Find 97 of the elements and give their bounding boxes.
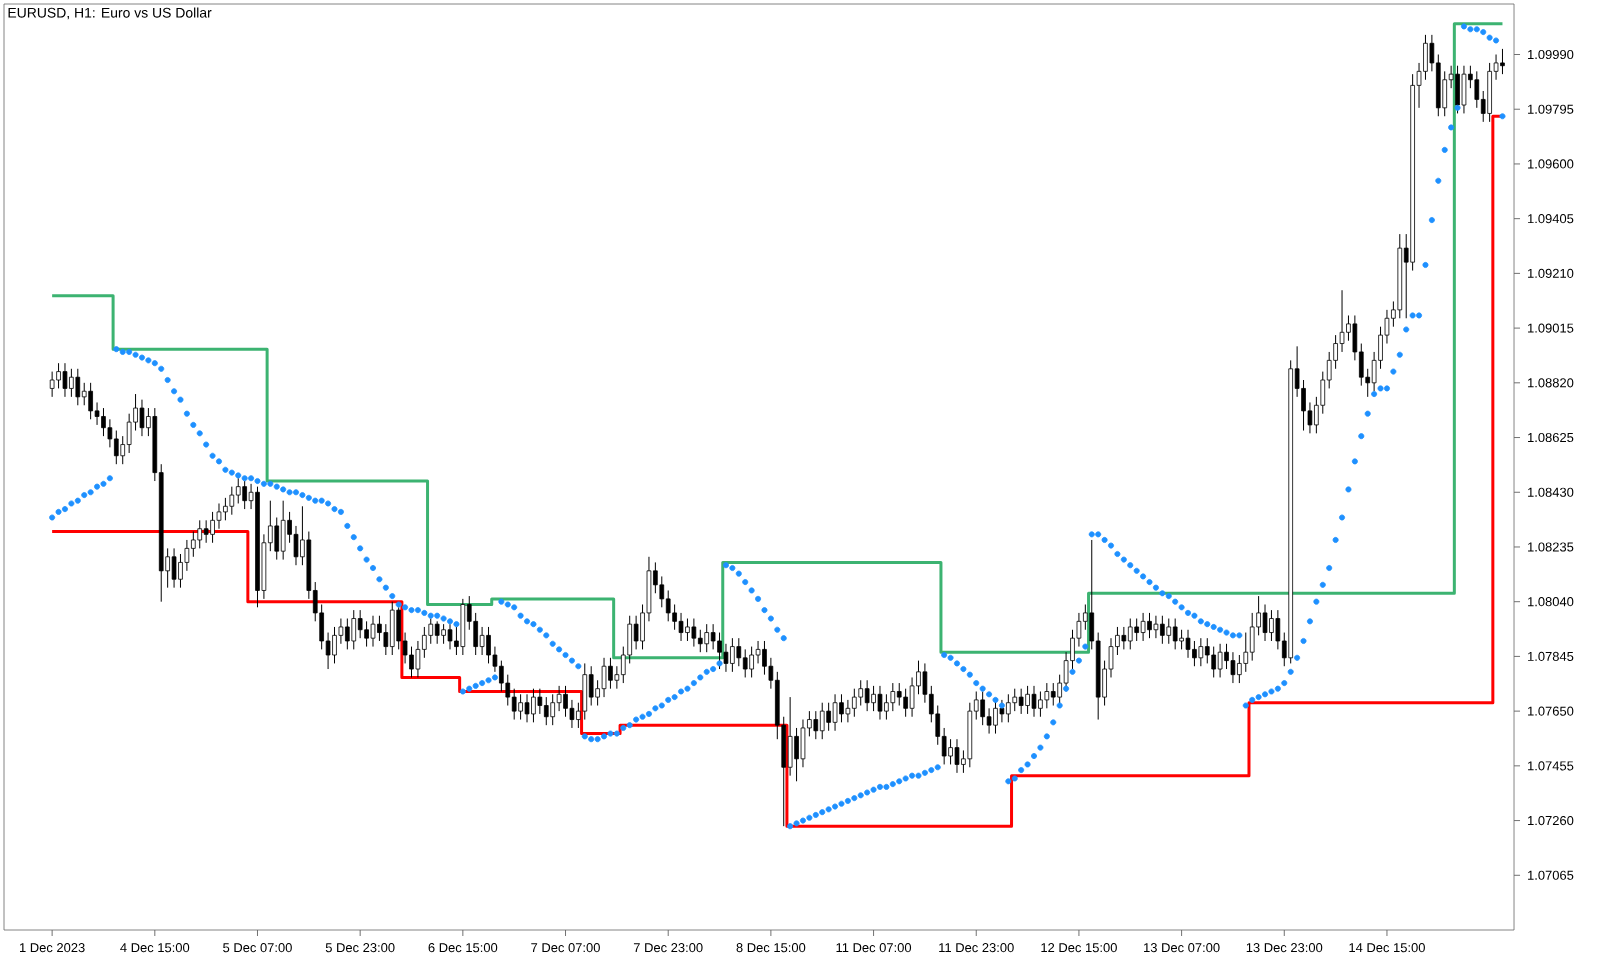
candlestick: [794, 727, 799, 782]
candlestick: [954, 738, 960, 774]
candlestick: [1031, 685, 1037, 718]
candlestick: [1442, 70, 1448, 117]
candlestick: [685, 618, 690, 642]
candlestick: [864, 679, 870, 712]
candlestick: [139, 399, 145, 437]
candlestick: [389, 601, 395, 656]
candlestick: [1018, 688, 1024, 715]
candlestick: [511, 688, 517, 721]
candlestick: [1217, 643, 1223, 678]
candlestick: [813, 710, 819, 740]
candlestick: [839, 693, 844, 723]
candlestick: [49, 371, 55, 398]
candlestick: [69, 368, 74, 398]
candlestick: [704, 623, 710, 653]
candlestick: [1127, 618, 1133, 650]
candlestick: [845, 699, 851, 723]
candlestick: [1275, 609, 1281, 650]
candlestick: [1121, 626, 1127, 650]
candlestick: [351, 609, 357, 650]
candlestick: [1147, 612, 1152, 639]
candlestick: [1211, 646, 1217, 678]
candlestick: [851, 688, 857, 718]
candlestick: [370, 615, 376, 648]
candlestick: [1050, 682, 1056, 707]
candlestick: [486, 626, 491, 664]
candlestick: [441, 623, 446, 645]
candlestick: [1134, 618, 1139, 642]
candlestick: [633, 615, 639, 650]
candlestick: [967, 702, 973, 768]
candlestick: [171, 547, 177, 589]
candlestick: [1474, 70, 1480, 109]
candlestick: [717, 632, 722, 670]
candlestick: [787, 696, 793, 777]
candlestick: [531, 688, 536, 723]
candlestick: [691, 618, 697, 648]
candlestick: [1166, 618, 1172, 645]
candlestick: [871, 685, 876, 712]
candlestick: [479, 626, 485, 656]
candlestick: [460, 598, 466, 656]
candlestick: [903, 688, 908, 718]
candlestick: [736, 637, 742, 667]
candlestick: [1153, 615, 1159, 639]
candlestick: [75, 368, 81, 406]
candlestick: [1160, 615, 1165, 645]
candlestick: [678, 612, 684, 642]
candlestick: [357, 609, 363, 639]
candlestick: [1198, 637, 1204, 667]
candlestick: [88, 382, 93, 420]
candlestick: [1262, 603, 1268, 642]
candlestick: [345, 618, 350, 650]
candlestick: [197, 519, 203, 549]
candlestick: [556, 685, 562, 712]
candlestick: [665, 589, 671, 622]
candlestick: [826, 702, 831, 732]
candlestick: [550, 693, 556, 726]
candlestick: [229, 486, 235, 516]
candlestick: [1185, 629, 1191, 659]
candlestick: [1172, 618, 1178, 650]
candlestick: [56, 362, 61, 389]
candlestick: [1269, 609, 1274, 642]
candlestick: [1140, 612, 1146, 642]
candlestick: [608, 657, 613, 690]
candlestick: [81, 382, 87, 406]
candlestick: [742, 648, 748, 678]
candlestick: [819, 702, 825, 740]
candlestick: [543, 696, 549, 726]
candlestick: [948, 738, 953, 765]
candlestick: [1006, 693, 1011, 723]
candlestick: [518, 693, 523, 721]
candlestick: [434, 620, 440, 645]
candlestick: [1044, 682, 1050, 709]
candlestick: [1461, 65, 1467, 114]
candlestick: [877, 685, 883, 721]
candlestick: [588, 665, 594, 707]
candlestick: [332, 626, 337, 664]
candlestick: [582, 662, 588, 721]
candlestick: [210, 511, 215, 544]
candlestick: [1500, 48, 1505, 75]
candlestick: [1025, 685, 1030, 715]
candlestick: [1038, 690, 1043, 718]
candlestick: [1487, 62, 1492, 123]
candlestick: [203, 519, 209, 544]
candlestick: [832, 693, 838, 732]
candlestick: [749, 646, 754, 678]
candlestick: [1455, 65, 1460, 114]
candlestick: [537, 688, 543, 715]
candlestick: [601, 657, 607, 698]
candlestick: [1179, 629, 1184, 650]
candlestick: [524, 693, 530, 723]
candlestick: [1230, 651, 1236, 684]
candlestick: [62, 362, 68, 398]
candlestick: [280, 500, 286, 561]
candlestick: [993, 699, 998, 735]
candlestick: [730, 637, 735, 673]
candlestick: [890, 682, 896, 712]
